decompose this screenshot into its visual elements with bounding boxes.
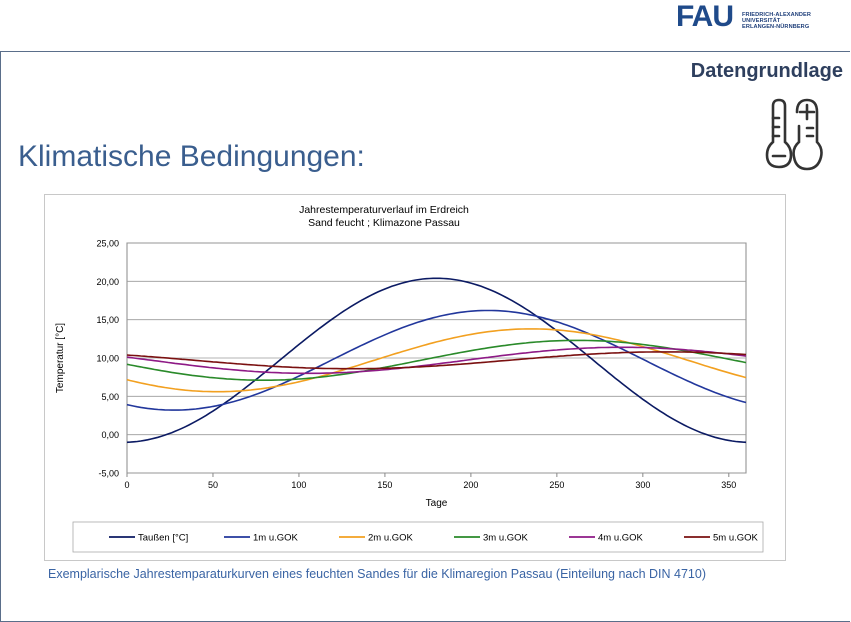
fau-logo-subtext: FRIEDRICH-ALEXANDER UNIVERSITÄT ERLANGEN… — [742, 12, 812, 31]
y-tick-label: 5,00 — [101, 392, 119, 402]
legend-entry: Taußen [°C] — [138, 533, 188, 544]
x-tick-label: 250 — [549, 480, 564, 490]
x-tick-label: 350 — [721, 480, 736, 490]
x-tick-label: 50 — [208, 480, 218, 490]
fau-logo: FAU — [676, 2, 734, 32]
y-tick-label: 25,00 — [96, 239, 119, 249]
x-tick-label: 100 — [291, 480, 306, 490]
x-axis-label: Tage — [426, 498, 448, 509]
series-line-1 — [126, 277, 747, 444]
legend-entry: 5m u.GOK — [713, 533, 759, 544]
y-tick-label: -5,00 — [98, 469, 119, 479]
thermometer-plus-minus-icon — [765, 98, 823, 171]
y-tick-label: 10,00 — [96, 354, 119, 364]
slide-title: Klimatische Bedingungen: — [18, 140, 365, 173]
section-label: Datengrundlage — [690, 60, 843, 82]
series-line-4 — [126, 339, 747, 381]
y-tick-label: 0,00 — [101, 430, 119, 440]
chart-title-block: Jahrestemperaturverlauf im Erdreich Sand… — [44, 204, 724, 230]
chart-subtitle: Sand feucht ; Klimazone Passau — [308, 217, 460, 229]
legend-entry: 3m u.GOK — [483, 533, 529, 544]
x-tick-label: 200 — [463, 480, 478, 490]
x-tick-label: 300 — [635, 480, 650, 490]
y-axis-label: Temperatur [°C] — [55, 323, 66, 393]
series-line-3 — [126, 328, 747, 393]
legend-entry: 1m u.GOK — [253, 533, 299, 544]
x-tick-label: 150 — [377, 480, 392, 490]
series-line-6 — [126, 351, 747, 370]
y-tick-label: 15,00 — [96, 315, 119, 325]
legend-entry: 2m u.GOK — [368, 533, 414, 544]
series-line-5 — [126, 346, 747, 375]
slide-caption: Exemplarische Jahrestemparaturkurven ein… — [48, 567, 706, 581]
legend-entry: 4m u.GOK — [598, 533, 644, 544]
legend-box — [72, 521, 764, 553]
chart-title: Jahrestemperaturverlauf im Erdreich — [299, 204, 469, 216]
series-line-2 — [126, 309, 747, 411]
fau-logo-text: FAU — [676, 2, 733, 32]
x-tick-label: 0 — [124, 480, 129, 490]
y-tick-label: 20,00 — [96, 277, 119, 287]
line-chart: -5,00 0,00 5,00 10,00 15,00 20,00 25,00 0 50 100 1… — [55, 239, 764, 553]
